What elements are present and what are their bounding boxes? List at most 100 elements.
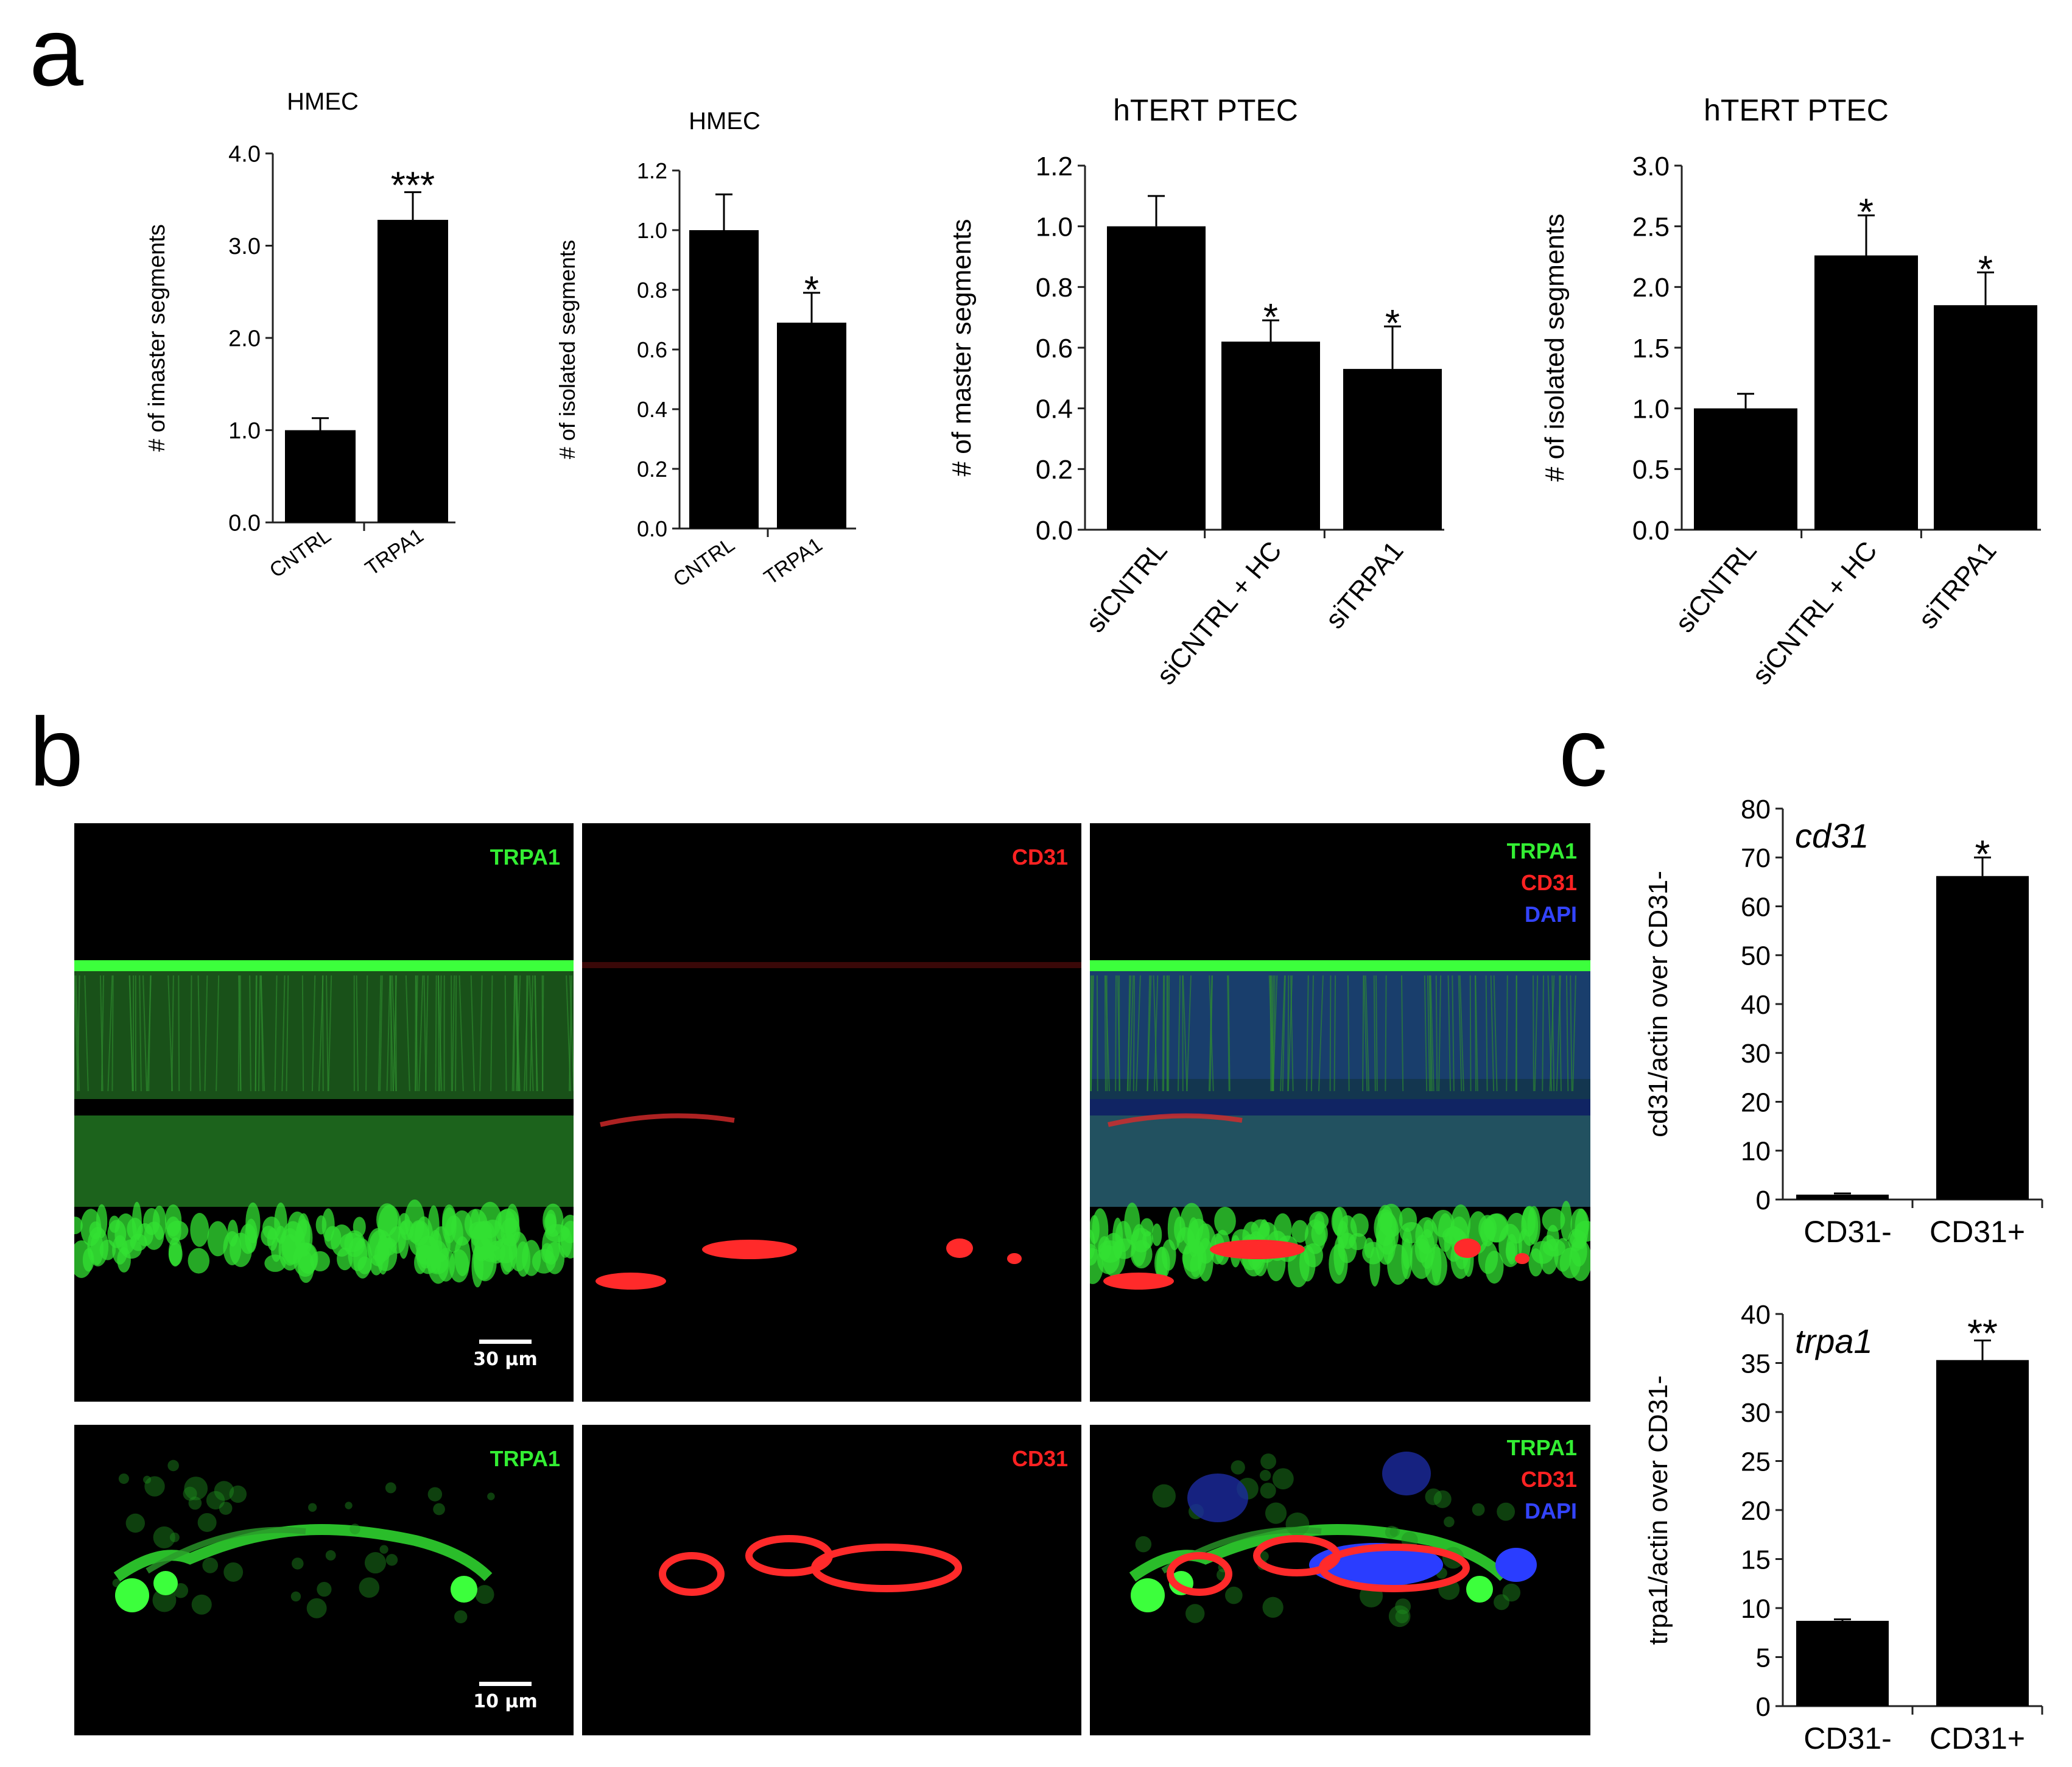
process	[325, 1550, 336, 1561]
process	[223, 1562, 244, 1582]
micrograph-image	[1129, 1452, 1537, 1628]
vessel	[595, 1273, 666, 1290]
y-tick-label: 20	[1741, 1496, 1771, 1526]
fiber	[1485, 975, 1488, 1092]
process	[1260, 1453, 1276, 1469]
process	[1395, 1598, 1411, 1615]
y-tick-label: 15	[1741, 1545, 1771, 1575]
process	[290, 1591, 301, 1602]
fiber	[1153, 975, 1159, 1092]
fiber	[1458, 975, 1463, 1092]
y-tick-label: 30	[1741, 1039, 1771, 1069]
vessel	[702, 1240, 797, 1259]
fiber	[451, 975, 455, 1092]
process	[1152, 1484, 1176, 1508]
fiber	[1469, 975, 1472, 1092]
process	[1494, 1594, 1510, 1611]
y-tick-label: 0.0	[637, 516, 667, 541]
panel-letter-b: b	[29, 697, 83, 806]
x-tick-label: siCNTRL + HC	[1151, 536, 1287, 690]
fiber	[258, 975, 261, 1092]
process	[433, 1503, 445, 1516]
y-tick-label: 2.0	[228, 326, 261, 352]
fiber	[1271, 975, 1274, 1092]
process	[219, 1502, 233, 1515]
process	[206, 1491, 225, 1510]
endfoot	[1414, 1234, 1430, 1263]
endfoot	[1329, 1244, 1348, 1284]
fiber	[1373, 975, 1376, 1092]
endfoot	[1369, 1246, 1380, 1287]
fiber	[1430, 975, 1435, 1092]
y-tick-label: 0	[1756, 1186, 1771, 1215]
endfoot	[1521, 1206, 1539, 1246]
x-tick-label: CD31+	[1930, 1215, 2025, 1249]
endfoot	[1570, 1208, 1590, 1241]
chart-title: HMEC	[287, 88, 359, 115]
fiber	[1318, 975, 1324, 1092]
y-tick-label: 10	[1741, 1137, 1771, 1167]
endfoot	[398, 1213, 410, 1235]
fiber	[1570, 975, 1573, 1092]
vessel	[1007, 1253, 1022, 1264]
fiber	[84, 975, 89, 1092]
micrograph-retina-merge	[1090, 823, 1590, 1402]
y-tick-label: 1.2	[1036, 152, 1073, 181]
endfoot	[1528, 1248, 1543, 1277]
fiber	[458, 975, 464, 1092]
endfoot	[153, 1571, 178, 1595]
scale-bar-line	[479, 1340, 532, 1344]
endfoot	[357, 1256, 372, 1274]
bar-CD31-	[1796, 1620, 1889, 1706]
fiber	[1136, 975, 1141, 1092]
y-tick-label: 0.0	[228, 511, 261, 536]
significance-marker: *	[1263, 297, 1278, 339]
y-tick-label: 0.6	[1036, 334, 1073, 364]
y-axis-label: cd31/actin over CD31-	[1643, 871, 1673, 1137]
micrograph-vessel-cd31	[582, 1425, 1081, 1735]
process	[454, 1610, 468, 1623]
fiber	[1551, 975, 1555, 1092]
fiber	[1506, 975, 1508, 1092]
process	[144, 1476, 165, 1497]
y-axis-label: # of imaster segments	[144, 224, 170, 452]
y-tick-label: 30	[1741, 1398, 1771, 1428]
micrograph-image	[659, 1535, 962, 1596]
endfoot	[353, 1217, 366, 1237]
x-tick-label: CNTRL	[669, 533, 739, 591]
process	[229, 1485, 247, 1503]
fiber	[274, 975, 278, 1092]
chart-annotation: trpa1	[1795, 1322, 1873, 1360]
fiber	[1452, 975, 1455, 1092]
process	[167, 1460, 179, 1472]
fiber	[1227, 975, 1231, 1092]
endfoot	[1291, 1220, 1308, 1243]
fiber	[439, 975, 442, 1092]
process	[1444, 1516, 1455, 1528]
chart-annotation: cd31	[1795, 817, 1869, 855]
chart-2: 0.0 0.2 0.4 0.6 0.8 1.0 1.2 CNTRL * TRPA1 HMEC # of…	[555, 108, 856, 592]
bar-CD31-	[1796, 1194, 1889, 1200]
fiber	[1547, 975, 1553, 1092]
fiber	[356, 975, 359, 1092]
fiber	[204, 975, 208, 1092]
channel-label-trpa1: TRPA1	[490, 1446, 560, 1471]
fiber	[311, 975, 316, 1092]
endfoot	[1450, 1204, 1471, 1243]
process	[308, 1503, 317, 1512]
endfoot	[1402, 1228, 1413, 1270]
fiber	[389, 975, 394, 1092]
channel-label-dapi: DAPI	[1524, 902, 1577, 927]
x-tick-label: TRPA1	[361, 524, 428, 580]
fiber	[415, 975, 418, 1092]
y-tick-label: 0.4	[637, 397, 667, 422]
vessel	[1515, 1253, 1529, 1264]
fiber	[171, 975, 174, 1092]
process	[379, 1545, 388, 1554]
channel-label-trpa1: TRPA1	[1506, 1435, 1577, 1460]
fiber	[326, 975, 329, 1092]
process	[1260, 1483, 1276, 1499]
process	[118, 1473, 129, 1484]
process	[1388, 1605, 1411, 1628]
significance-marker: *	[1859, 192, 1874, 234]
